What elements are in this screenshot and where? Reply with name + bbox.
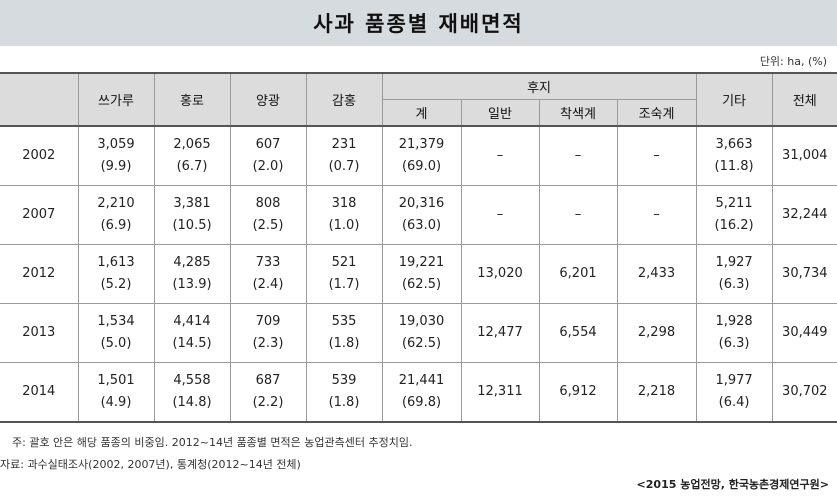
gamhong-cell: 535 (1.8): [305, 303, 383, 363]
fuji-total-cell: 21,379 (69.0): [381, 125, 462, 186]
fuji-color-cell: 6,554: [538, 303, 618, 363]
year-cell: 2007: [0, 185, 79, 245]
year-cell: 2002: [0, 125, 79, 186]
fuji-normal-cell: 12,477: [460, 303, 540, 363]
hongro-cell: 4,558 (14.8): [153, 362, 231, 423]
fuji-early-cell: –: [616, 185, 697, 245]
fuji-normal-cell: –: [460, 185, 540, 245]
header-fuji-early: 조숙계: [616, 99, 697, 127]
unit-label: 단위: ha, (%): [759, 55, 827, 68]
total-cell: 32,244: [771, 185, 837, 245]
other-cell: 1,928 (6.3): [695, 303, 773, 363]
header-hongro: 홍로: [153, 72, 231, 127]
data-table: 쓰가루 홍로 양광 감홍 후지 기타 전체 계 일반 착색계 조숙계 2002 …: [0, 72, 837, 423]
other-cell: 1,927 (6.3): [695, 244, 773, 304]
tsugaru-cell: 2,210 (6.9): [77, 185, 155, 245]
hongro-cell: 4,285 (13.9): [153, 244, 231, 304]
header-fuji-normal: 일반: [460, 99, 540, 127]
table-row: 2007 2,210 (6.9) 3,381 (10.5) 808 (2.5) 318…: [0, 185, 837, 245]
header-fuji-total: 계: [382, 99, 462, 127]
header-gamhong: 감홍: [305, 72, 383, 127]
other-cell: 5,211 (16.2): [695, 185, 773, 245]
fuji-total-cell: 19,221 (62.5): [381, 244, 462, 304]
fuji-color-cell: –: [538, 185, 618, 245]
tsugaru-cell: 3,059 (9.9): [77, 125, 155, 186]
header-tsugaru: 쓰가루: [77, 72, 155, 127]
hongro-cell: 3,381 (10.5): [153, 185, 231, 245]
fuji-normal-cell: –: [460, 125, 540, 186]
header-yanggwang: 양광: [229, 72, 307, 127]
fuji-early-cell: 2,433: [616, 244, 697, 304]
gamhong-cell: 539 (1.8): [305, 362, 383, 423]
fuji-total-cell: 21,441 (69.8): [381, 362, 462, 423]
year-cell: 2014: [0, 362, 79, 423]
hongro-cell: 4,414 (14.5): [153, 303, 231, 363]
header-year: [0, 72, 79, 127]
yanggwang-cell: 733 (2.4): [229, 244, 307, 304]
tsugaru-cell: 1,534 (5.0): [77, 303, 155, 363]
fuji-total-cell: 19,030 (62.5): [381, 303, 462, 363]
hongro-cell: 2,065 (6.7): [153, 125, 231, 186]
fuji-color-cell: 6,912: [538, 362, 618, 423]
gamhong-cell: 231 (0.7): [305, 125, 383, 186]
note-parentheses: 주: 괄호 안은 해당 품종의 비중임. 2012~14년 품종별 면적은 농업…: [12, 436, 413, 449]
yanggwang-cell: 808 (2.5): [229, 185, 307, 245]
yanggwang-cell: 687 (2.2): [229, 362, 307, 423]
gamhong-cell: 318 (1.0): [305, 185, 383, 245]
total-cell: 31,004: [771, 125, 837, 186]
fuji-early-cell: –: [616, 125, 697, 186]
total-cell: 30,702: [771, 362, 837, 423]
header-fuji-color: 착색계: [538, 99, 618, 127]
title-bar: 사과 품종별 재배면적: [0, 0, 837, 46]
fuji-early-cell: 2,298: [616, 303, 697, 363]
header-total: 전체: [771, 72, 837, 127]
other-cell: 3,663 (11.8): [695, 125, 773, 186]
total-cell: 30,449: [771, 303, 837, 363]
total-cell: 30,734: [771, 244, 837, 304]
yanggwang-cell: 709 (2.3): [229, 303, 307, 363]
fuji-color-cell: –: [538, 125, 618, 186]
notes: 주: 괄호 안은 해당 품종의 비중임. 2012~14년 품종별 면적은 농업…: [0, 432, 412, 476]
table-row: 2002 3,059 (9.9) 2,065 (6.7) 607 (2.0) 231(…: [0, 125, 837, 186]
fuji-total-cell: 20,316 (63.0): [381, 185, 462, 245]
fuji-early-cell: 2,218: [616, 362, 697, 423]
table-row: 2013 1,534 (5.0) 4,414 (14.5) 709 (2.3) 535…: [0, 303, 837, 363]
tsugaru-cell: 1,613 (5.2): [77, 244, 155, 304]
year-cell: 2012: [0, 244, 79, 304]
note-source-data: 자료: 과수실태조사(2002, 2007년), 통계청(2012~14년 전체…: [0, 458, 301, 471]
fuji-color-cell: 6,201: [538, 244, 618, 304]
fuji-normal-cell: 12,311: [460, 362, 540, 423]
source-citation: <2015 농업전망, 한국농촌경제연구원>: [636, 478, 829, 491]
year-cell: 2013: [0, 303, 79, 363]
table-row: 2014 1,501 (4.9) 4,558 (14.8) 687 (2.2) 539…: [0, 362, 837, 423]
table-row: 2012 1,613 (5.2) 4,285 (13.9) 733 (2.4) 521…: [0, 244, 837, 304]
other-cell: 1,977 (6.4): [695, 362, 773, 423]
page-title: 사과 품종별 재배면적: [313, 12, 524, 36]
fuji-normal-cell: 13,020: [460, 244, 540, 304]
header-other: 기타: [695, 72, 773, 127]
header-fuji: 후지: [381, 72, 697, 100]
tsugaru-cell: 1,501 (4.9): [77, 362, 155, 423]
yanggwang-cell: 607 (2.0): [229, 125, 307, 186]
gamhong-cell: 521 (1.7): [305, 244, 383, 304]
